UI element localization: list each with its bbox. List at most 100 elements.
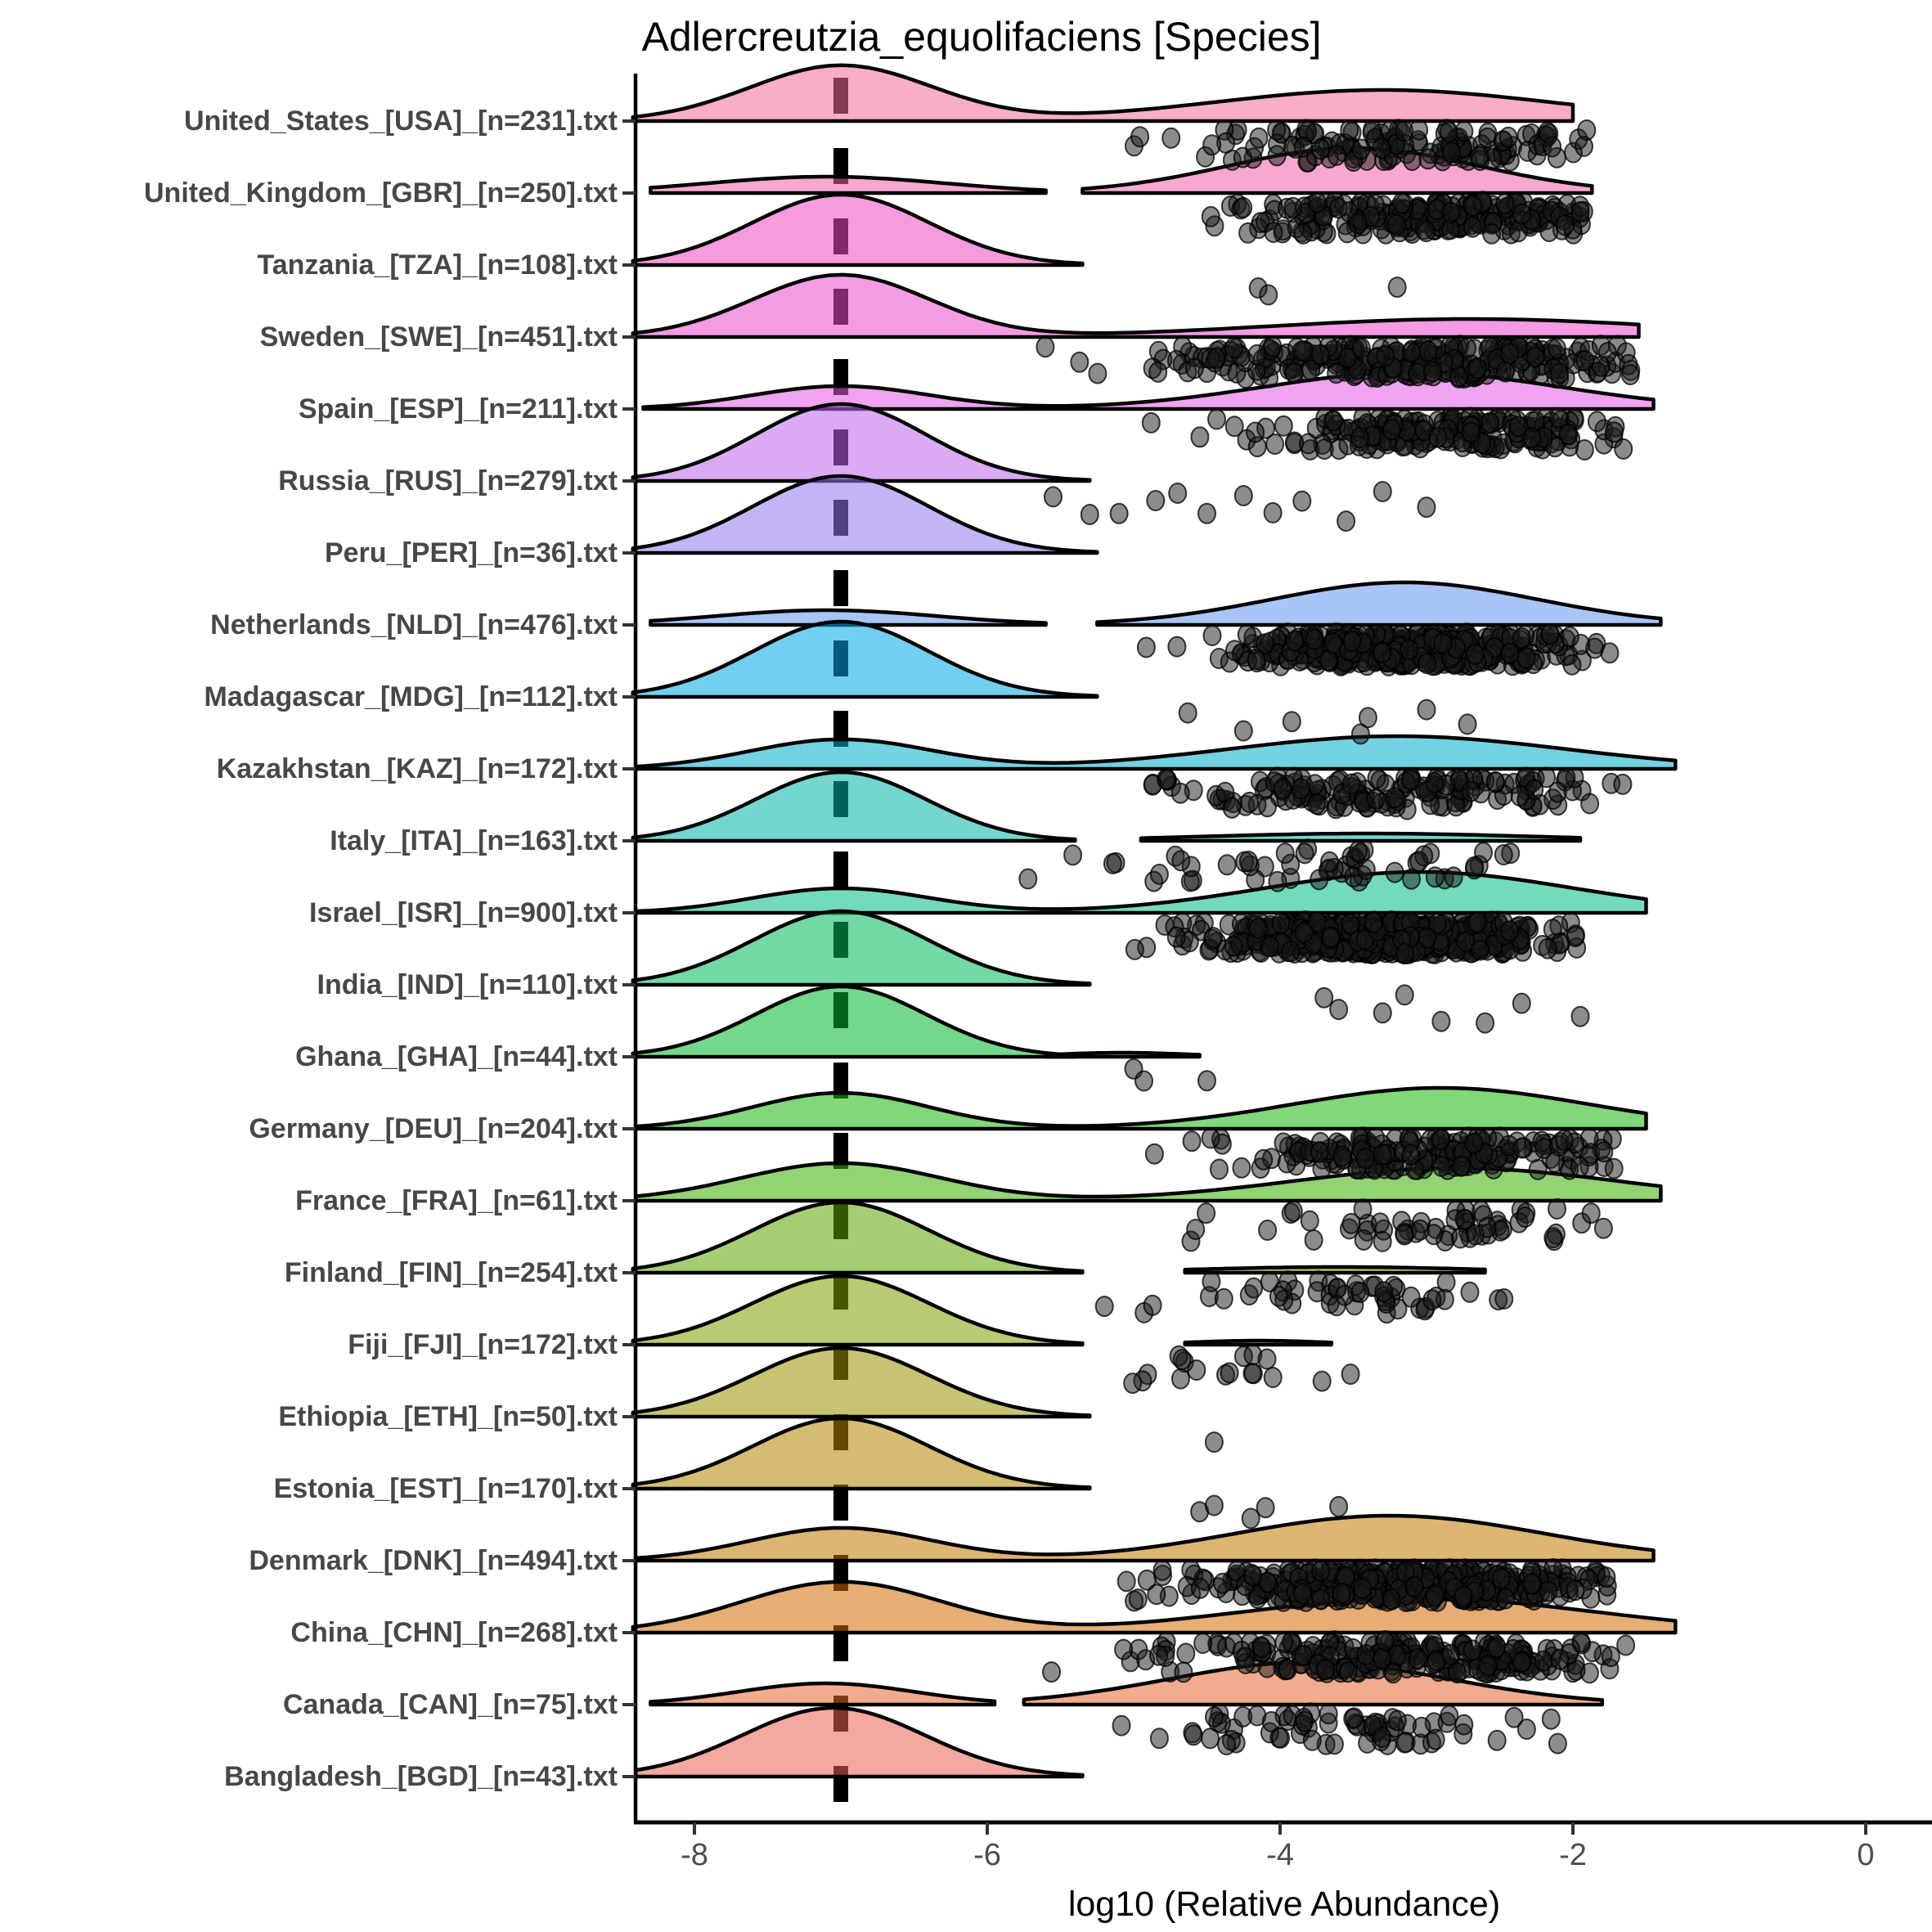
sample-point [1042,1661,1061,1683]
sample-point [1170,1368,1190,1390]
sample-point [1166,926,1186,948]
sample-point [1500,343,1520,365]
sample-point [1383,1662,1403,1684]
sample-point [1237,623,1256,645]
sample-point [1246,421,1265,443]
sample-point [1240,791,1260,813]
y-axis-label: Finland_[FIN]_[n=254].txt [285,1257,618,1288]
sample-point [1184,1724,1203,1746]
points-row-5 [1044,481,1436,532]
sample-point [1417,496,1436,519]
sample-point [1355,1148,1375,1170]
sample-point [1540,623,1560,645]
sample-point [1094,1296,1114,1318]
sample-point [1170,782,1190,804]
sample-point [1258,1220,1278,1241]
sample-point [1311,138,1331,160]
sample-point [1238,222,1258,244]
sample-point [1220,1362,1239,1384]
sample-point [1312,1370,1332,1392]
density-ridge-5-0 [631,402,1092,483]
density-ridge-16-0 [631,1200,1085,1275]
sample-point [1366,788,1386,810]
sample-point [1187,1359,1206,1381]
sample-point [1149,1644,1168,1666]
ridge-row-7 [649,580,1663,627]
sample-point [1554,1129,1574,1151]
sample-point [1241,1507,1260,1530]
sample-point [1332,1145,1352,1167]
y-axis-label: Tanzania_[TZA]_[n=108].txt [257,249,618,281]
density-ridge-17-0 [631,1274,1085,1347]
y-axis-label: Sweden_[SWE]_[n=451].txt [260,321,618,353]
density-ridge-13-0 [631,984,1077,1059]
sample-point [1512,992,1531,1014]
sample-point [1242,1363,1262,1384]
sample-point [1260,936,1279,958]
sample-point [1512,203,1532,225]
sample-point [1403,150,1422,171]
sample-point [1217,854,1237,876]
sample-point [1316,1659,1335,1681]
x-tick-label: -2 [1559,1838,1587,1872]
density-ridge-14-0 [634,1085,1648,1131]
sample-point [1440,1705,1459,1727]
sample-point [1386,213,1406,236]
y-axis-label: Italy_[ITA]_[n=163].txt [330,825,618,856]
sample-point [1441,1643,1460,1665]
x-axis-title: log10 (Relative Abundance) [1068,1885,1500,1924]
sample-point [1395,1224,1414,1246]
sample-point [1374,1281,1394,1303]
sample-point [1319,649,1338,672]
sample-point [1263,335,1283,357]
sample-point [1332,1582,1351,1604]
sample-point [1123,1373,1143,1395]
jitter-point-layer [1018,119,1641,1755]
sample-point [1341,913,1360,935]
sample-point [1284,362,1304,384]
sample-point [1271,912,1291,934]
ridge-row-1 [649,146,1594,195]
sample-point [1453,1585,1473,1607]
sample-point [1261,1710,1281,1732]
sample-point [1395,943,1414,964]
sample-point [1431,1155,1451,1177]
sample-point [1570,1005,1590,1027]
sample-point [1575,439,1594,461]
sample-point [1182,1130,1202,1152]
sample-point [1404,1575,1424,1597]
points-row-7 [1136,622,1620,676]
sample-point [1504,1706,1524,1728]
sample-point [1508,416,1528,438]
sample-point [1425,866,1445,888]
sample-point [1201,1127,1220,1149]
sample-point [1428,426,1448,448]
ridge-row-10 [631,770,1583,843]
sample-point [1431,1010,1451,1032]
sample-point [1247,344,1267,366]
sample-point [1401,1286,1421,1308]
sample-point [1400,769,1420,791]
sample-point [1353,1198,1373,1220]
sample-point [1482,222,1502,245]
sample-point [1494,844,1513,865]
sample-point [1268,870,1287,892]
sample-point [1376,345,1395,367]
sample-point [1495,361,1515,383]
ridge-row-9 [634,734,1678,771]
sample-point [1528,1158,1548,1180]
sample-point [1500,642,1520,664]
sample-point [1591,355,1611,377]
sample-point [1557,766,1576,789]
sample-point [1146,490,1166,511]
sample-point [1422,1289,1442,1311]
density-ridge-8-0 [631,619,1099,699]
sample-point [1367,767,1386,789]
sample-point [1125,938,1144,960]
sample-point [1516,647,1536,669]
sample-point [1197,1202,1216,1224]
sample-point [1259,284,1278,306]
sample-point [1470,939,1489,961]
sample-point [1310,1141,1329,1163]
sample-point [1366,1127,1386,1149]
